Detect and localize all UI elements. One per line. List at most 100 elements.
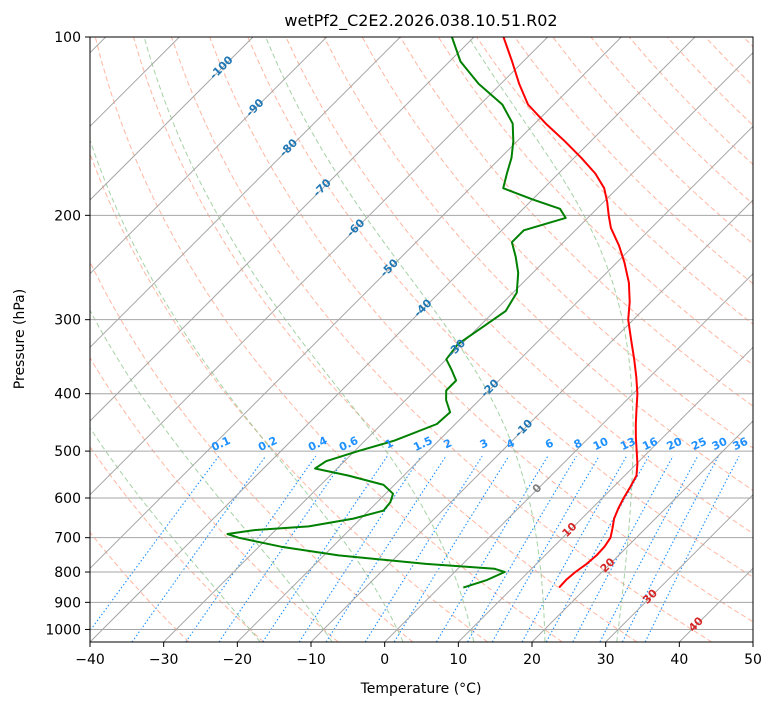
mixing-ratio-label: 6 xyxy=(543,436,556,451)
isotherm-label: -40 xyxy=(411,296,434,319)
dry-adiabat-line xyxy=(514,37,753,285)
dry-adiabat-line xyxy=(476,37,753,325)
mixing-ratio-label: 13 xyxy=(618,435,637,453)
isotherm-label: -70 xyxy=(311,176,334,199)
isotherm-label: -80 xyxy=(277,136,300,159)
mixing-ratio-line xyxy=(599,455,699,642)
isotherm-label: -60 xyxy=(344,216,367,239)
mixing-ratio-label: 36 xyxy=(731,435,751,453)
x-axis-title: Temperature (°C) xyxy=(360,681,482,697)
mixing-ratio-line xyxy=(131,455,267,642)
moist-adiabat-line xyxy=(468,37,634,642)
mixing-ratio-line xyxy=(364,455,483,642)
isotherm-line xyxy=(531,420,753,642)
dry-adiabat-line xyxy=(171,37,712,642)
moist-adiabat-line xyxy=(90,309,333,642)
isotherm-label: -10 xyxy=(512,416,535,439)
isotherm-line xyxy=(384,272,753,642)
isotherm-label: -90 xyxy=(243,96,266,119)
x-tick-label: 40 xyxy=(670,652,688,668)
x-tick-label: −40 xyxy=(75,652,105,668)
x-tick-label: 0 xyxy=(380,652,389,668)
isotherm-label: 0 xyxy=(530,481,545,496)
mixing-ratio-label: 10 xyxy=(591,435,611,453)
mixing-ratio-line xyxy=(644,455,740,642)
mixing-ratio-line xyxy=(185,455,317,642)
plot-frame xyxy=(89,36,754,643)
dry-adiabat-line xyxy=(704,37,753,87)
mixing-ratio-label: 30 xyxy=(710,435,730,453)
axes-group: −40 −30 −20 −10 0 10 20 30 40 5010009008007006005… xyxy=(45,30,762,668)
y-tick-label: 900 xyxy=(54,595,81,611)
moist-adiabat-line xyxy=(265,37,546,642)
dry-adiabat-line xyxy=(552,37,753,245)
dry-adiabat-line xyxy=(285,37,753,535)
mixing-ratio-line xyxy=(298,455,422,642)
dry-adiabat-line xyxy=(666,37,753,126)
isotherm-line xyxy=(457,346,753,642)
dry-adiabat-line xyxy=(209,37,753,623)
y-tick-label: 700 xyxy=(54,531,81,547)
mixing-ratio-label: 20 xyxy=(665,435,685,453)
y-tick-label: 500 xyxy=(54,444,81,460)
moist-adiabat-line xyxy=(90,138,404,642)
series-group xyxy=(226,37,639,589)
isotherm-line xyxy=(236,125,753,642)
isotherm-label: 40 xyxy=(686,614,706,634)
mixing-ratio-line xyxy=(90,455,220,632)
background-lines-group xyxy=(90,37,753,642)
x-tick-label: −30 xyxy=(149,652,179,668)
mixing-ratio-line xyxy=(325,455,447,642)
mixing-ratio-line xyxy=(572,455,674,642)
y-tick-label: 600 xyxy=(54,491,81,507)
isotherm-line xyxy=(310,199,753,642)
mixing-ratio-label: 1 xyxy=(383,436,395,451)
dry-adiabat-line xyxy=(90,356,339,642)
x-tick-label: 50 xyxy=(744,652,762,668)
x-tick-label: −10 xyxy=(296,652,326,668)
isotherm-line xyxy=(752,641,753,642)
isotherm-line xyxy=(90,37,328,275)
y-tick-label: 100 xyxy=(54,30,81,46)
x-tick-label: 20 xyxy=(523,652,541,668)
chart-title: wetPf2_C2E2.2026.038.10.51.R02 xyxy=(284,11,557,31)
y-tick-label: 300 xyxy=(54,313,81,329)
isotherm-line xyxy=(90,37,254,201)
isotherm-line xyxy=(90,37,622,570)
mixing-ratio-line xyxy=(491,455,600,642)
isotherm-line xyxy=(605,493,753,642)
isotherm-line xyxy=(90,37,549,496)
dewpoint-line xyxy=(226,37,567,589)
y-tick-label: 800 xyxy=(54,565,81,581)
mixing-ratio-line xyxy=(262,455,388,642)
y-axis-title: Pressure (hPa) xyxy=(12,289,28,389)
dry-adiabat-line xyxy=(90,446,264,642)
dry-adiabat-line xyxy=(247,37,753,578)
dry-adiabat-line xyxy=(132,37,638,642)
mixing-ratio-label: 3 xyxy=(478,436,490,451)
y-tick-label: 200 xyxy=(54,208,81,224)
dry-adiabat-line xyxy=(90,260,414,642)
dry-adiabat-line xyxy=(590,37,753,205)
isotherm-line xyxy=(678,567,753,642)
isotherm-line xyxy=(90,37,696,642)
dry-adiabat-line xyxy=(361,37,753,449)
y-tick-label: 1000 xyxy=(45,622,81,638)
temperature-line xyxy=(502,37,639,589)
isotherm-line xyxy=(90,37,401,349)
mixing-ratio-label: 16 xyxy=(640,435,660,453)
mixing-ratio-label: 2 xyxy=(442,436,454,451)
dry-adiabat-line xyxy=(399,37,753,407)
isotherm-line xyxy=(90,37,475,422)
line-labels-group: 0.1 0.2 0.4 0.6 1 1.5 2 3 4 6 8 10 13 16 20 25 30 36-100-… xyxy=(207,53,750,634)
isotherm-label: -100 xyxy=(207,53,236,82)
mixing-ratio-label: 4 xyxy=(504,436,517,451)
moist-adiabat-line xyxy=(143,37,475,642)
mixing-ratio-line xyxy=(621,455,719,642)
dry-adiabat-line xyxy=(743,37,753,48)
dry-adiabat-line xyxy=(437,37,753,366)
x-tick-label: 30 xyxy=(597,652,615,668)
dry-adiabat-line xyxy=(90,152,488,642)
x-tick-label: −20 xyxy=(223,652,253,668)
